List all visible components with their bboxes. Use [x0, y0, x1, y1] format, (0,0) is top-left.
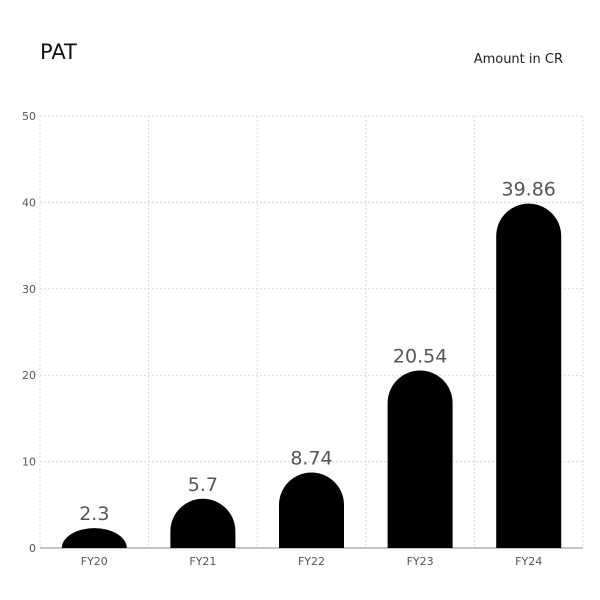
y-tick-label: 0: [29, 542, 36, 555]
x-tick-label-fy24: FY24: [515, 555, 542, 568]
bar-fy22: [279, 472, 344, 548]
bar-fy23: [387, 370, 453, 548]
bar-layer: [61, 203, 562, 548]
y-tick-label: 20: [22, 369, 36, 382]
y-tick-label: 30: [22, 283, 36, 296]
bar-fy21: [170, 498, 236, 548]
bar-fy20: [61, 528, 127, 548]
data-label-fy21: 5.7: [188, 474, 218, 496]
chart-title: PAT: [40, 40, 77, 64]
x-tick-label-fy22: FY22: [298, 555, 325, 568]
data-label-fy24: 39.86: [501, 179, 555, 201]
y-tick-label: 40: [22, 196, 36, 209]
data-label-fy23: 20.54: [393, 346, 447, 368]
y-tick-label: 10: [22, 456, 36, 469]
data-label-fy22: 8.74: [290, 447, 332, 469]
x-tick-label-fy23: FY23: [407, 555, 434, 568]
x-tick-label-fy20: FY20: [81, 555, 108, 568]
unit-note: Amount in CR: [473, 52, 563, 67]
bar-fy24: [496, 203, 562, 548]
x-tick-label-fy21: FY21: [189, 555, 216, 568]
grid-layer: [39, 115, 584, 548]
label-layer: 2.3 5.7 8.74 20.54 39.86: [79, 179, 556, 526]
y-tick-label: 50: [22, 110, 36, 123]
data-label-fy20: 2.3: [79, 503, 109, 525]
